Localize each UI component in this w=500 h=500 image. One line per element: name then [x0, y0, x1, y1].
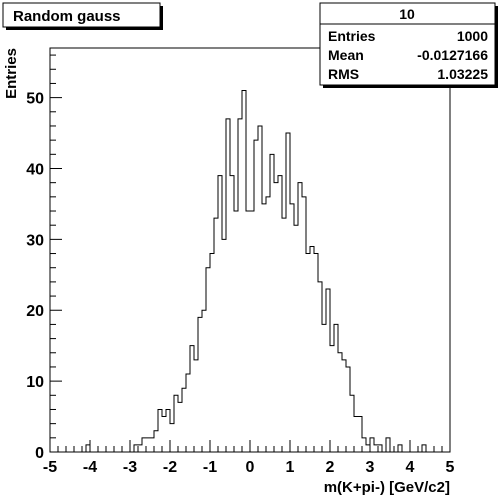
x-tick-label: -1 [203, 459, 217, 476]
x-tick-labels: -5 -4 -3 -2 -1 0 1 2 3 4 5 [43, 459, 455, 476]
y-tick-label: 0 [35, 445, 44, 462]
axis-ticks [49, 54, 451, 453]
y-tick-label: 10 [26, 374, 44, 391]
stats-name: 10 [399, 6, 415, 22]
x-tick-label: 0 [246, 459, 255, 476]
stats-value: 1.03225 [437, 66, 488, 82]
x-tick-label: -5 [43, 459, 57, 476]
chart-title: Random gauss [13, 8, 121, 25]
title-box: Random gauss [2, 2, 163, 30]
x-tick-label: -2 [163, 459, 177, 476]
stats-box: 10 Entries 1000 Mean -0.0127166 RMS 1.03225 [319, 2, 498, 88]
stats-value: 1000 [457, 28, 488, 44]
x-tick-label: 2 [326, 459, 335, 476]
y-tick-label: 40 [26, 161, 44, 178]
x-tick-label: -4 [83, 459, 97, 476]
y-tick-label: 50 [26, 91, 44, 108]
x-tick-label: 4 [406, 459, 415, 476]
x-tick-label: 1 [286, 459, 295, 476]
plot-frame [49, 47, 451, 453]
x-tick-label: 3 [366, 459, 375, 476]
stats-value: -0.0127166 [417, 47, 488, 63]
stats-label: Entries [328, 28, 376, 44]
stats-rows: Entries 1000 Mean -0.0127166 RMS 1.03225 [328, 28, 488, 82]
y-tick-label: 30 [26, 232, 44, 249]
stats-label: RMS [328, 66, 359, 82]
histogram-outline [50, 90, 450, 453]
y-tick-labels: 0 10 20 30 40 50 [26, 91, 44, 462]
stats-label: Mean [328, 47, 364, 63]
x-tick-label: 5 [446, 459, 455, 476]
y-axis-title: Entries [3, 48, 20, 99]
x-tick-label: -3 [123, 459, 137, 476]
x-axis-title: m(K+pi-) [GeV/c2] [324, 479, 450, 496]
y-tick-label: 20 [26, 303, 44, 320]
